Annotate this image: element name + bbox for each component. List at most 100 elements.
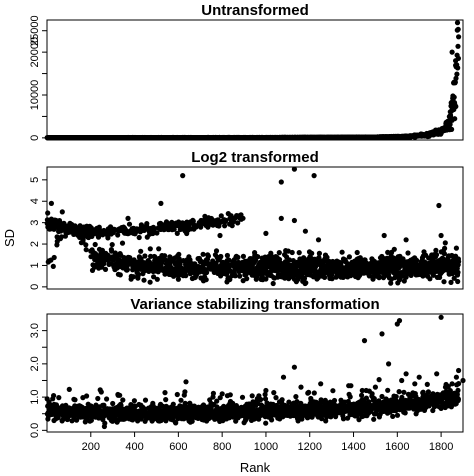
data-point [293,394,299,400]
data-point [235,220,241,226]
data-point [237,273,243,279]
data-point [105,235,111,241]
data-point [311,173,317,179]
data-point [270,280,276,287]
data-point [223,217,229,223]
data-point [291,217,297,224]
data-point [56,395,62,401]
y-tick-label: 2 [29,241,41,247]
data-point [183,273,189,279]
data-point [303,280,309,286]
data-point [182,389,188,395]
data-point [204,269,210,276]
data-point [339,249,345,255]
data-point [162,390,168,396]
y-tick-label: 0 [29,284,41,290]
data-point [448,279,454,285]
data-point [154,276,160,282]
data-point [138,256,144,262]
data-point [455,26,461,32]
data-point [98,389,104,395]
data-point [66,386,72,392]
data-point [48,200,55,206]
data-point [453,245,459,251]
data-point [278,215,284,221]
data-point [142,253,148,259]
data-point [229,223,235,229]
data-point [218,253,224,260]
data-point [449,49,455,55]
data-point [200,251,206,257]
data-points [44,20,462,141]
data-point [454,20,461,26]
data-point [175,276,181,282]
data-point [322,274,328,280]
data-points [44,166,462,287]
y-tick-label: 3 [29,220,41,226]
data-point [302,228,308,234]
data-point [449,126,455,132]
data-point [222,223,228,229]
data-point [156,246,162,252]
data-point [213,248,220,254]
data-point [59,209,65,215]
data-point [456,259,462,265]
data-point [180,173,186,179]
data-point [405,250,411,256]
data-point [126,221,133,227]
data-point [130,274,137,280]
data-point [102,420,108,426]
data-point [205,253,211,259]
data-point [117,392,123,398]
data-point [51,254,57,261]
data-point [403,237,409,243]
data-point [213,261,219,267]
data-point [442,245,448,251]
data-point [51,393,57,399]
data-point [210,390,216,396]
data-point [154,230,160,236]
data-point [263,276,269,282]
data-point [158,200,164,206]
data-point [151,274,157,280]
data-point [442,240,448,246]
data-point [433,247,439,253]
data-point [58,234,65,240]
data-point [315,237,322,243]
data-point [273,395,279,401]
data-point [235,254,241,260]
data-point [144,221,150,227]
data-point [115,232,121,238]
data-point [414,257,420,263]
data-point [83,247,89,253]
data-point [178,397,184,403]
data-point [72,397,78,403]
data-point [131,398,137,404]
data-point [240,215,246,221]
y-tick-label: 10000 [29,80,41,111]
data-point [174,230,180,236]
data-point [136,234,142,241]
data-point [276,250,282,256]
data-point [187,257,193,263]
data-point [258,396,264,403]
data-point [147,279,153,285]
data-point [125,215,131,221]
data-point [190,218,196,224]
plot-frame [46,19,464,141]
data-point [104,396,110,402]
data-point [124,267,130,273]
data-point [451,79,457,85]
data-point [84,393,90,399]
data-point [455,278,461,285]
data-point [249,393,255,399]
data-point [453,103,459,110]
data-point [391,246,397,252]
data-point [269,417,275,423]
data-point [148,253,154,259]
data-point [455,43,461,49]
data-point [244,276,250,282]
data-point [227,276,233,283]
